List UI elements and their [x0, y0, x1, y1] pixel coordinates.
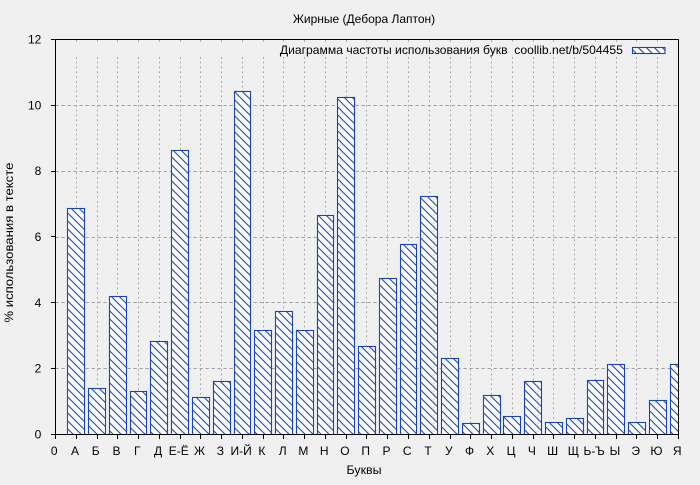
svg-text:М: М	[298, 444, 308, 458]
svg-text:Ч: Ч	[528, 444, 536, 458]
svg-text:Я: Я	[673, 444, 682, 458]
svg-text:Диаграмма частоты использовани: Диаграмма частоты использования букв coo…	[280, 43, 623, 57]
svg-text:Д: Д	[154, 444, 162, 458]
svg-text:Р: Р	[382, 444, 390, 458]
svg-text:10: 10	[28, 98, 42, 112]
svg-text:Ц: Ц	[507, 444, 516, 458]
svg-text:4: 4	[35, 296, 42, 310]
svg-text:2: 2	[35, 362, 42, 376]
svg-text:У: У	[445, 444, 453, 458]
svg-text:Е-Ё: Е-Ё	[169, 444, 189, 458]
svg-text:Ы: Ы	[610, 444, 621, 458]
svg-text:Н: Н	[320, 444, 329, 458]
svg-text:Ь-Ъ: Ь-Ъ	[583, 444, 604, 458]
svg-text:Ф: Ф	[465, 444, 474, 458]
svg-text:6: 6	[35, 230, 42, 244]
svg-text:С: С	[403, 444, 412, 458]
svg-text:Г: Г	[134, 444, 141, 458]
svg-text:Х: Х	[486, 444, 494, 458]
svg-text:Ж: Ж	[194, 444, 205, 458]
svg-text:0: 0	[35, 427, 42, 441]
svg-text:% использования в тексте: % использования в тексте	[2, 162, 16, 322]
svg-text:8: 8	[35, 164, 42, 178]
svg-text:В: В	[112, 444, 120, 458]
svg-text:Л: Л	[279, 444, 287, 458]
svg-text:Ю: Ю	[650, 444, 662, 458]
svg-text:И-Й: И-Й	[230, 443, 251, 458]
svg-text:П: П	[361, 444, 370, 458]
svg-text:А: А	[71, 444, 79, 458]
svg-text:З: З	[217, 444, 224, 458]
svg-text:Ш: Ш	[547, 444, 558, 458]
svg-text:О: О	[340, 444, 349, 458]
svg-text:К: К	[258, 444, 265, 458]
svg-text:Буквы: Буквы	[347, 463, 382, 477]
svg-text:12: 12	[28, 33, 42, 47]
svg-text:Щ: Щ	[568, 444, 579, 458]
svg-text:Т: Т	[424, 444, 432, 458]
svg-text:Жирные (Дебора Лаптон): Жирные (Дебора Лаптон)	[293, 12, 435, 26]
svg-text:Э: Э	[631, 444, 640, 458]
svg-text:0: 0	[51, 444, 58, 458]
svg-text:Б: Б	[92, 444, 100, 458]
